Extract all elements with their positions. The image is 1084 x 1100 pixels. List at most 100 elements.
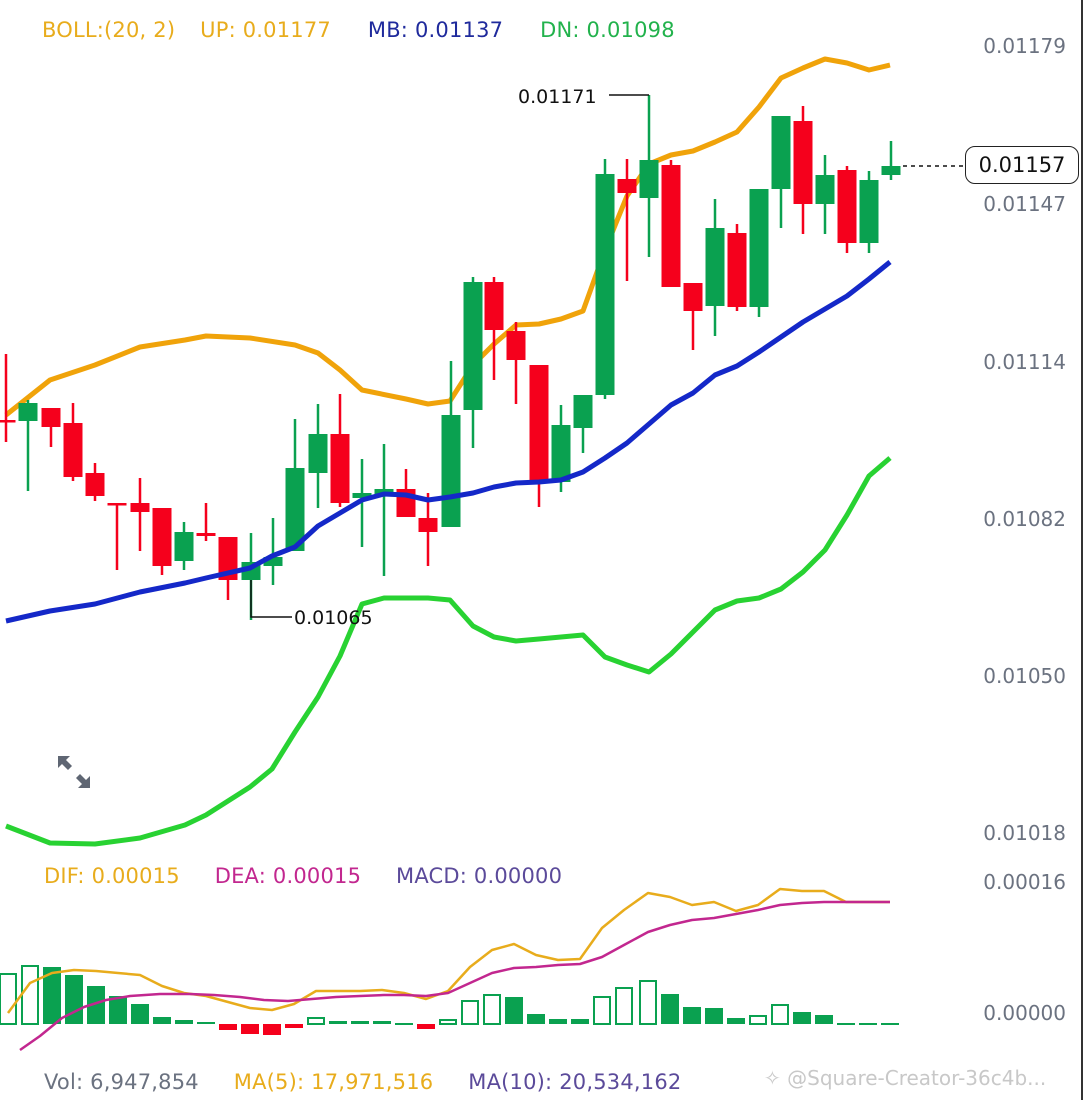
candle	[152, 508, 172, 575]
candle	[196, 503, 216, 541]
candle	[683, 283, 703, 350]
macd-histogram-bar	[417, 1024, 435, 1029]
candle	[308, 404, 328, 508]
macd-histogram-bar	[881, 1023, 899, 1025]
candle	[18, 400, 38, 491]
candle	[174, 522, 194, 570]
candle	[285, 419, 305, 551]
macd-histogram-bar	[307, 1017, 325, 1025]
price-axis-label: 0.01179	[983, 34, 1066, 58]
boll-up-value: UP: 0.01177	[200, 18, 331, 42]
candle	[506, 322, 526, 404]
macd-histogram-bar	[153, 1017, 171, 1024]
annotations: 0.01171 0.01065	[250, 86, 963, 629]
macd-histogram-bar	[65, 975, 83, 1024]
price-axis-label: 0.01050	[983, 664, 1066, 688]
macd-histogram-bar	[219, 1024, 237, 1030]
macd-histogram-bar	[549, 1019, 567, 1024]
macd-axis-label: 0.00000	[983, 1001, 1066, 1025]
macd-histogram-bar	[837, 1023, 855, 1025]
dif-value: DIF: 0.00015	[44, 864, 180, 888]
candle	[727, 224, 747, 311]
macd-histogram-bar	[461, 1000, 479, 1025]
macd-value: MACD: 0.00000	[396, 864, 563, 888]
candle	[130, 478, 150, 551]
boll-up-line	[4, 56, 891, 417]
candle	[595, 159, 615, 399]
candle	[573, 395, 593, 453]
candle	[85, 463, 105, 501]
macd-histogram-bar	[639, 980, 657, 1025]
candle	[107, 503, 127, 570]
macd-axis-label: 0.00016	[983, 870, 1066, 894]
macd-histogram-bar	[109, 996, 127, 1024]
boll-label: BOLL:(20, 2)	[42, 18, 176, 42]
boll-mb-value: MB: 0.01137	[367, 18, 504, 42]
current-price-value: 0.01157	[978, 153, 1066, 177]
macd-legend: DIF: 0.00015 DEA: 0.00015 MACD: 0.00000	[44, 864, 590, 888]
candle	[330, 394, 350, 507]
macd-histogram-bar	[683, 1007, 701, 1024]
low-annotation: 0.01065	[294, 607, 373, 629]
macd-histogram-bar	[793, 1012, 811, 1024]
candle	[0, 354, 16, 442]
macd-histogram-bar	[571, 1019, 589, 1024]
high-annotation: 0.01171	[518, 86, 597, 108]
vol-ma5-value: MA(5): 17,971,516	[233, 1070, 434, 1094]
macd-histogram-bar	[351, 1021, 369, 1024]
current-price-tag: 0.01157	[965, 146, 1079, 184]
dif-line	[6, 887, 890, 1014]
candle	[374, 444, 394, 576]
macd-histogram-bar	[593, 996, 611, 1025]
candle	[639, 95, 659, 257]
price-axis-label: 0.01082	[983, 507, 1066, 531]
watermark-text: @Square-Creator-36c4b...	[787, 1066, 1047, 1090]
candle	[484, 277, 504, 380]
macd-histogram-bar	[615, 987, 633, 1025]
boll-dn-value: DN: 0.01098	[540, 18, 675, 42]
vol-value: Vol: 6,947,854	[44, 1070, 199, 1094]
macd-pane	[0, 887, 899, 1052]
macd-histogram-bar	[0, 973, 17, 1025]
boll-dn-line	[5, 456, 892, 847]
candle	[661, 160, 681, 287]
macd-histogram-bar	[373, 1021, 391, 1024]
dea-value: DEA: 0.00015	[214, 864, 362, 888]
right-edge-border	[1081, 0, 1083, 1100]
candle	[705, 199, 725, 336]
price-axis-label: 0.01018	[983, 821, 1066, 845]
macd-histogram-bar	[285, 1024, 303, 1028]
expand-arrows-icon	[58, 756, 90, 788]
candle	[617, 159, 637, 281]
macd-histogram-bar	[727, 1018, 745, 1024]
candle	[749, 189, 769, 317]
volume-legend: Vol: 6,947,854 MA(5): 17,971,516 MA(10):…	[44, 1070, 709, 1094]
macd-histogram-bar	[87, 986, 105, 1024]
macd-histogram-bar	[395, 1023, 413, 1025]
macd-histogram-bar	[505, 997, 523, 1024]
macd-histogram-bar	[263, 1024, 281, 1035]
candle	[771, 116, 791, 228]
macd-histogram-bar	[859, 1023, 877, 1025]
candle	[263, 518, 283, 585]
candle	[793, 106, 813, 234]
candle	[815, 155, 835, 234]
watermark: ✧ @Square-Creator-36c4b...	[764, 1066, 1046, 1090]
boll-legend: BOLL:(20, 2) UP: 0.01177 MB: 0.01137 DN:…	[42, 18, 703, 42]
candle	[418, 493, 438, 566]
candle	[352, 459, 372, 547]
macd-histogram-bar	[661, 994, 679, 1024]
macd-histogram-bar	[329, 1021, 347, 1024]
price-axis-label: 0.01147	[983, 192, 1066, 216]
price-axis-label: 0.01114	[983, 350, 1066, 374]
dea-line	[19, 900, 890, 1052]
expand-chart-button[interactable]	[52, 750, 96, 794]
low-marker-line	[250, 580, 292, 618]
candle	[463, 277, 483, 448]
watermark-logo-icon: ✧	[764, 1066, 781, 1090]
candle	[529, 365, 549, 507]
macd-histogram-bar	[197, 1022, 215, 1024]
candle	[881, 141, 901, 180]
macd-histogram-bar	[439, 1019, 457, 1025]
